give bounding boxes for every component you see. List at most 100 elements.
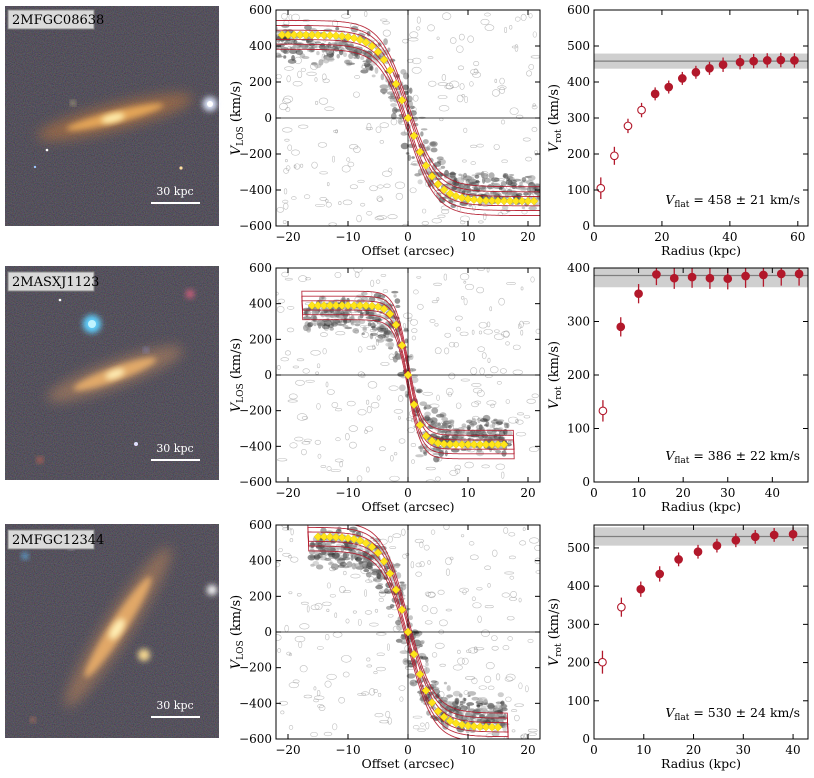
pv-ylabel: VLOS (km/s)	[229, 338, 246, 412]
pv-xtick-label: −10	[335, 743, 360, 757]
pv-ytick-label: 600	[249, 3, 272, 17]
pv-point	[499, 196, 509, 206]
pv-point	[373, 47, 383, 57]
rc-point	[794, 269, 804, 279]
rc-point	[677, 74, 687, 83]
pv-points	[307, 301, 509, 449]
pv-ytick-label: −400	[239, 696, 272, 710]
pv-point	[445, 716, 455, 726]
pv-point	[391, 585, 401, 594]
pv-point	[487, 440, 497, 449]
pv-point	[487, 196, 497, 206]
pv-point	[475, 440, 485, 449]
pv-points	[277, 30, 539, 206]
rc-point	[652, 270, 661, 279]
pv-xtick-label: 0	[404, 230, 412, 244]
rc-point-open	[598, 657, 607, 667]
rc-xtick-label: 30	[720, 486, 735, 500]
rc-ytick-label: 400	[567, 579, 590, 593]
rc-point	[723, 274, 733, 284]
galaxy-image-3: 30 kpc 2MFGC12344	[5, 524, 219, 738]
pv-point	[511, 196, 521, 206]
rc-point	[769, 530, 779, 540]
pv-point	[331, 532, 341, 542]
pv-point	[343, 32, 353, 42]
pv-point	[385, 309, 395, 319]
rc-xtick-label: 20	[676, 486, 691, 500]
rc-plot-area	[594, 527, 808, 674]
pv-point	[433, 179, 443, 189]
rc-xtick-label: 20	[686, 743, 701, 757]
pv-contour-3	[276, 20, 540, 216]
pv-point	[313, 301, 323, 310]
pv-point	[361, 538, 371, 548]
pv-point	[313, 30, 323, 40]
rc-ytick-label: 0	[582, 219, 590, 233]
pv-point	[355, 35, 365, 45]
rc-point	[655, 569, 665, 579]
rc-point-open	[598, 406, 608, 416]
pv-point	[409, 400, 419, 409]
pv-point	[301, 30, 311, 40]
pv-plot-area	[276, 525, 540, 739]
rc-ytick-label: 400	[567, 75, 590, 89]
pv-point	[421, 686, 431, 695]
rc-xtick-label: 40	[785, 743, 800, 757]
rc-xtick-label: 40	[722, 230, 737, 244]
pv-point	[457, 193, 467, 203]
pv-point	[379, 304, 389, 314]
rc-plot-area	[594, 52, 808, 199]
pv-point	[463, 721, 473, 731]
rc-ytick-label: 300	[567, 111, 590, 125]
rc-ytick-label: 200	[567, 368, 590, 382]
pv-ylabel: VLOS (km/s)	[229, 81, 246, 155]
pv-diagram-3: −20 −10 0 10 20 −600 −400 −200 0 200 400 600 Offset …	[229, 518, 541, 771]
pv-point	[415, 670, 425, 679]
rc-ytick-label: 500	[567, 39, 590, 53]
rc-point	[712, 541, 722, 550]
pv-ytick-label: 400	[249, 39, 272, 53]
pv-point	[481, 722, 491, 732]
rc-background	[594, 268, 808, 482]
pv-xlabel: Offset (arcsec)	[362, 243, 455, 258]
pv-point	[277, 30, 287, 40]
pv-ytick-label: −600	[239, 475, 272, 489]
pv-point	[457, 720, 467, 730]
pv-point	[367, 542, 377, 552]
pv-point	[331, 301, 341, 310]
scale-bar-label-1: 30 kpc	[156, 185, 193, 198]
rc-point	[674, 555, 683, 564]
pv-xtick-label: −20	[275, 486, 300, 500]
pv-point	[313, 532, 323, 542]
rc-xtick-label: 30	[736, 743, 751, 757]
pv-point	[319, 30, 329, 40]
pv-point	[457, 440, 467, 449]
pv-point	[421, 431, 431, 441]
pv-contours	[307, 525, 509, 739]
pv-xlabel: Offset (arcsec)	[362, 756, 455, 771]
pv-ytick-label: 600	[249, 518, 272, 532]
galaxy-name-1: 2MFGC08638	[12, 13, 104, 28]
rc-point-open	[610, 151, 619, 161]
rc-xlabel: Radius (kpc)	[661, 243, 741, 258]
pv-point	[439, 439, 449, 449]
rc-point	[705, 273, 715, 283]
pv-point	[379, 55, 389, 64]
pv-point	[385, 66, 395, 75]
rc-vflat-label: Vflat = 530 ± 24 km/s	[665, 705, 800, 723]
galaxy-name-2: 2MASXJ1123	[12, 275, 99, 290]
pv-point	[469, 195, 479, 205]
rc-point	[759, 270, 768, 280]
pv-point	[385, 569, 395, 578]
rc-ytick-label: 600	[567, 3, 590, 17]
galaxy-image-1: 30 kpc 2MFGC08638	[5, 6, 219, 226]
pv-point	[445, 440, 455, 449]
pv-xtick-label: −10	[335, 230, 360, 244]
pv-point	[289, 30, 299, 40]
pv-plot-area	[276, 268, 540, 482]
rc-xtick-label: 0	[590, 486, 598, 500]
pv-ytick-label: 0	[264, 368, 272, 382]
pv-point	[367, 301, 377, 311]
